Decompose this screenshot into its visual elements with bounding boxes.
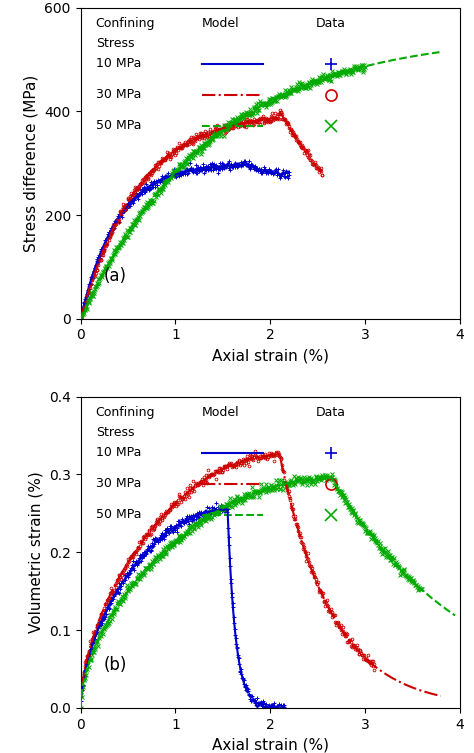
X-axis label: Axial strain (%): Axial strain (%) [212,737,328,752]
Text: 50 MPa: 50 MPa [96,119,141,133]
Text: Stress: Stress [96,426,134,439]
Text: Model: Model [202,17,239,30]
Text: Confining: Confining [96,406,155,419]
Text: 50 MPa: 50 MPa [96,508,141,521]
Text: 30 MPa: 30 MPa [96,88,141,101]
Text: Data: Data [316,17,346,30]
Text: Stress: Stress [96,37,134,50]
Text: Model: Model [202,406,239,419]
Text: (b): (b) [103,657,127,675]
Text: Data: Data [316,406,346,419]
Text: 30 MPa: 30 MPa [96,477,141,490]
Text: (a): (a) [103,267,127,285]
Text: Confining: Confining [96,17,155,30]
Text: 10 MPa: 10 MPa [96,57,141,70]
Y-axis label: Stress difference (MPa): Stress difference (MPa) [24,75,39,252]
X-axis label: Axial strain (%): Axial strain (%) [212,348,328,363]
Text: 10 MPa: 10 MPa [96,446,141,459]
Y-axis label: Volumetric strain (%): Volumetric strain (%) [28,471,43,633]
